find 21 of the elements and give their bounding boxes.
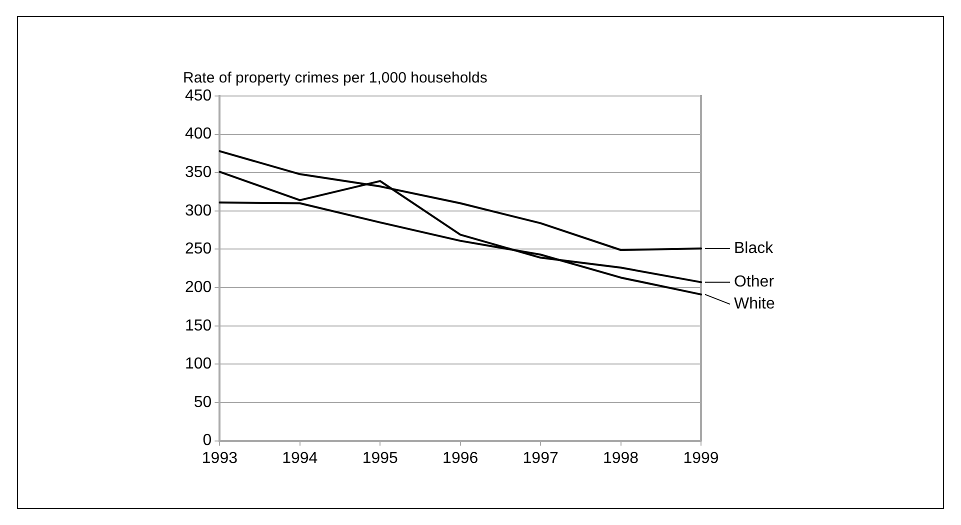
y-tick-label: 400 [184, 126, 212, 143]
y-tick-label: 150 [184, 317, 212, 334]
y-tick-label: 250 [184, 240, 212, 258]
y-tick-label: 100 [184, 356, 212, 373]
legend-label: Black [734, 240, 774, 257]
x-tick-label: 1997 [522, 450, 558, 467]
x-tick-label: 1996 [442, 450, 478, 467]
x-tick-label: 1998 [602, 450, 639, 467]
y-tick-label: 200 [184, 278, 212, 296]
y-tick-label: 450 [184, 87, 212, 104]
x-tick-label: 1995 [362, 450, 398, 467]
y-tick-label: 0 [202, 432, 212, 450]
y-tick-label: 50 [194, 394, 212, 411]
legend-label: Other [734, 274, 775, 291]
legend-label: White [734, 296, 775, 313]
y-tick-label: 300 [184, 202, 212, 220]
x-tick-label: 1999 [683, 450, 719, 467]
y-axis-title: Rate of property crimes per 1,000 households [183, 70, 488, 87]
y-tick-label: 350 [184, 164, 212, 182]
x-tick-label: 1994 [282, 450, 318, 467]
x-tick-label: 1993 [202, 450, 238, 467]
